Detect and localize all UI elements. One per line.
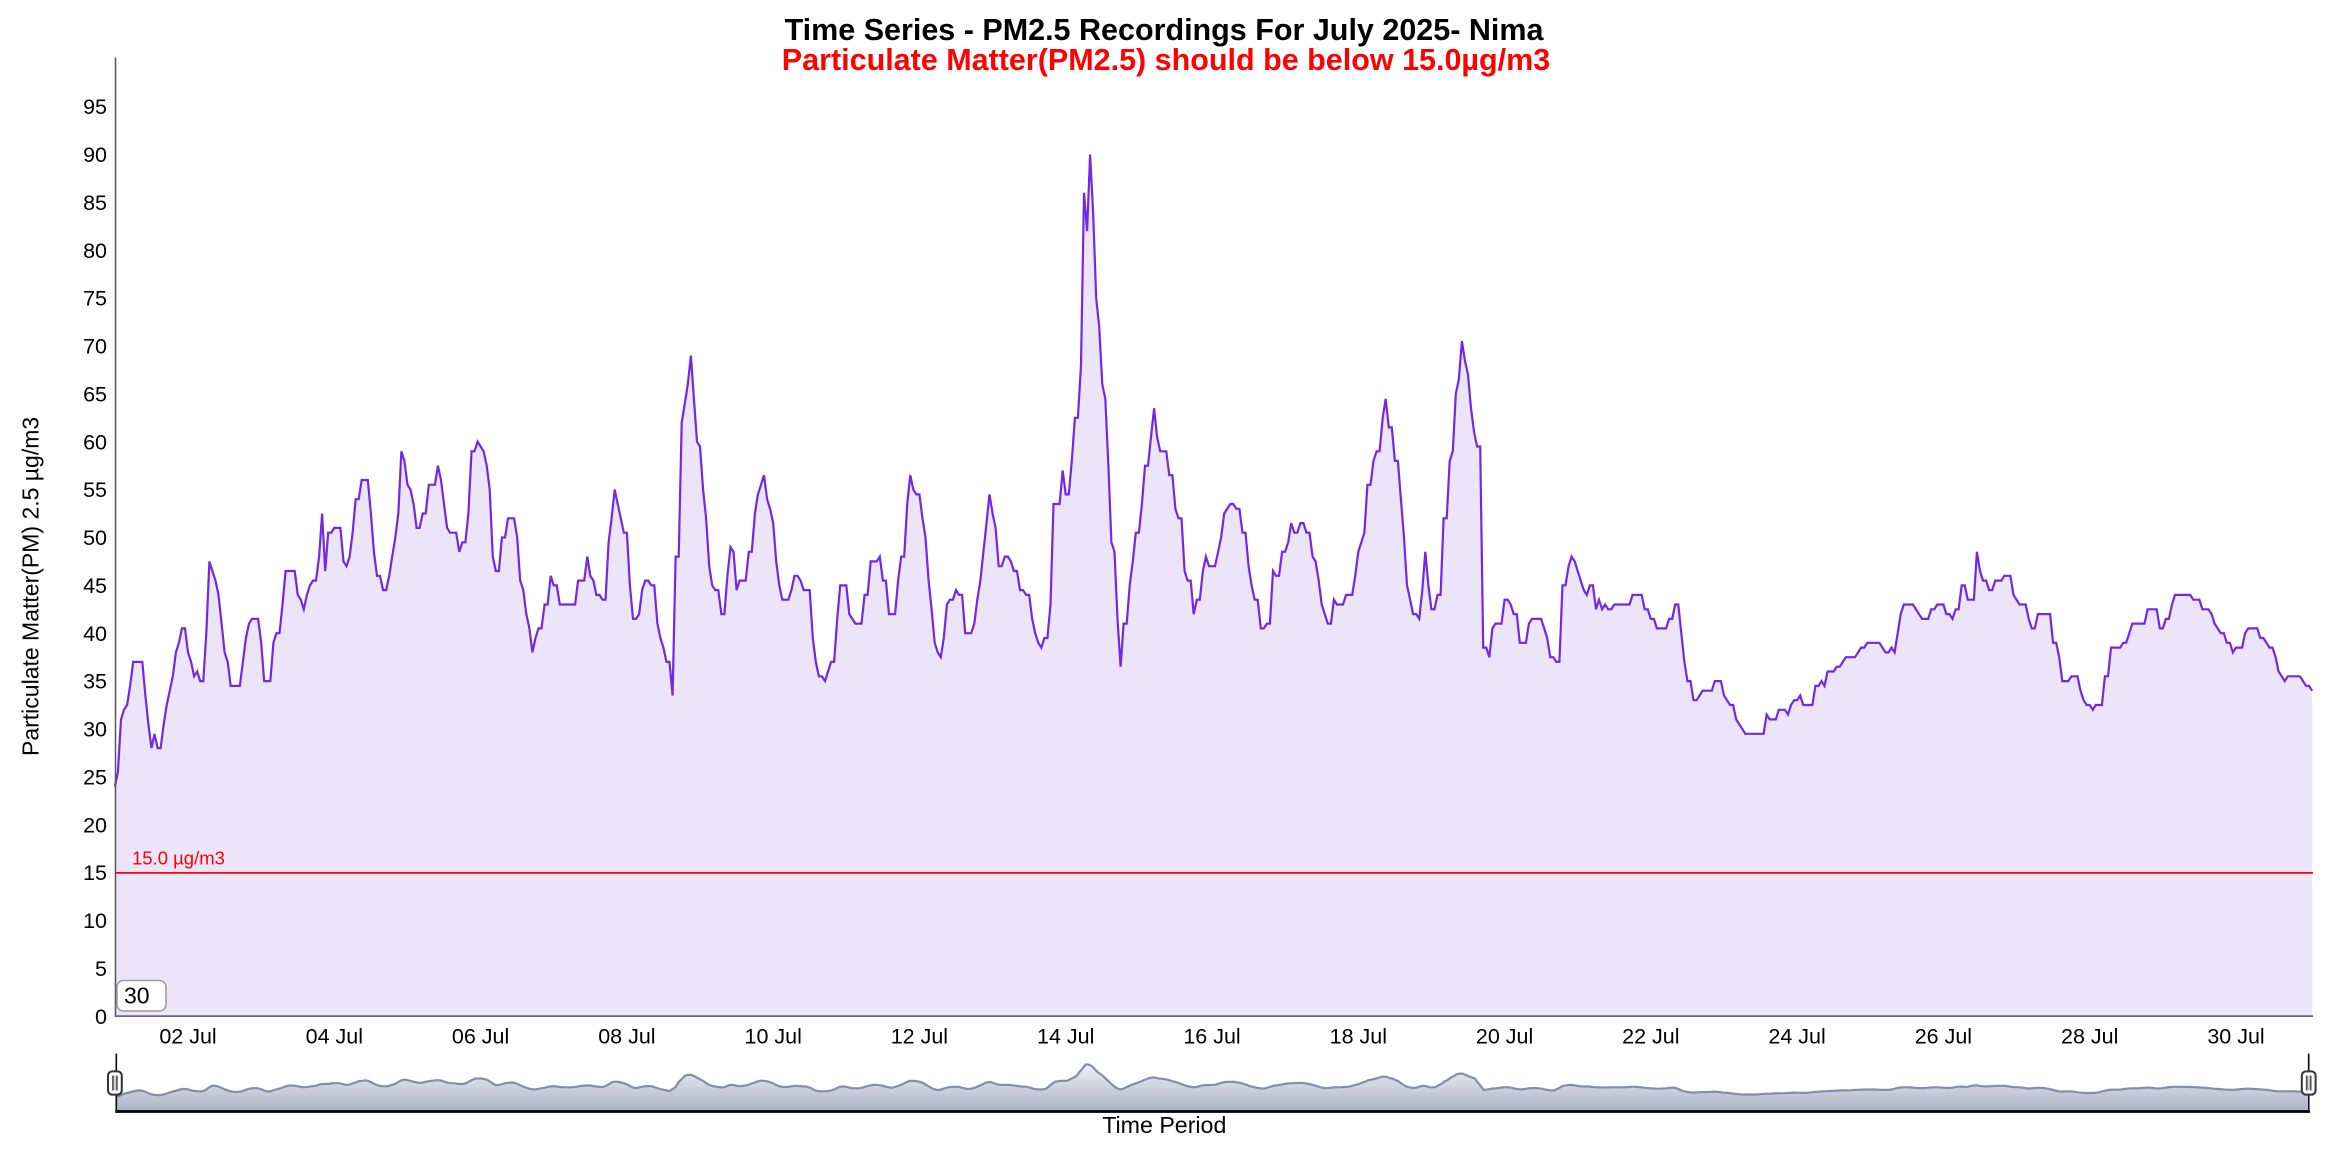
svg-text:95: 95 (83, 95, 107, 119)
svg-text:50: 50 (83, 526, 107, 550)
svg-text:12 Jul: 12 Jul (891, 1025, 948, 1049)
svg-text:Particulate Matter(PM) 2.5 µg/: Particulate Matter(PM) 2.5 µg/m3 (18, 417, 44, 756)
svg-text:15: 15 (83, 861, 107, 885)
svg-text:40: 40 (83, 622, 107, 646)
svg-text:10 Jul: 10 Jul (745, 1025, 802, 1049)
svg-text:14 Jul: 14 Jul (1037, 1025, 1094, 1049)
svg-text:30: 30 (83, 718, 107, 742)
svg-text:15.0 µg/m3: 15.0 µg/m3 (132, 848, 225, 869)
svg-text:30 Jul: 30 Jul (2207, 1025, 2264, 1049)
svg-text:28 Jul: 28 Jul (2061, 1025, 2118, 1049)
svg-text:85: 85 (83, 191, 107, 215)
svg-text:5: 5 (95, 957, 107, 981)
svg-text:08 Jul: 08 Jul (598, 1025, 655, 1049)
svg-text:35: 35 (83, 670, 107, 694)
svg-text:70: 70 (83, 335, 107, 359)
svg-text:26 Jul: 26 Jul (1915, 1025, 1972, 1049)
svg-text:24 Jul: 24 Jul (1768, 1025, 1825, 1049)
svg-text:60: 60 (83, 430, 107, 454)
svg-text:Time Period: Time Period (1102, 1112, 1226, 1138)
svg-text:0: 0 (95, 1005, 107, 1029)
svg-text:45: 45 (83, 574, 107, 598)
svg-text:20: 20 (83, 813, 107, 837)
svg-text:22 Jul: 22 Jul (1622, 1025, 1679, 1049)
svg-text:65: 65 (83, 383, 107, 407)
svg-text:Time Series - PM2.5 Recordings: Time Series - PM2.5 Recordings For July … (785, 13, 1545, 47)
svg-text:18 Jul: 18 Jul (1330, 1025, 1387, 1049)
svg-text:80: 80 (83, 239, 107, 263)
svg-text:75: 75 (83, 287, 107, 311)
svg-text:55: 55 (83, 478, 107, 502)
svg-text:90: 90 (83, 143, 107, 167)
svg-text:16 Jul: 16 Jul (1183, 1025, 1240, 1049)
svg-text:Particulate Matter(PM2.5) shou: Particulate Matter(PM2.5) should be belo… (782, 43, 1550, 77)
svg-text:20 Jul: 20 Jul (1476, 1025, 1533, 1049)
svg-text:25: 25 (83, 765, 107, 789)
svg-text:04 Jul: 04 Jul (306, 1025, 363, 1049)
svg-text:30: 30 (124, 983, 150, 1009)
svg-text:10: 10 (83, 909, 107, 933)
svg-text:02 Jul: 02 Jul (159, 1025, 216, 1049)
svg-text:06 Jul: 06 Jul (452, 1025, 509, 1049)
